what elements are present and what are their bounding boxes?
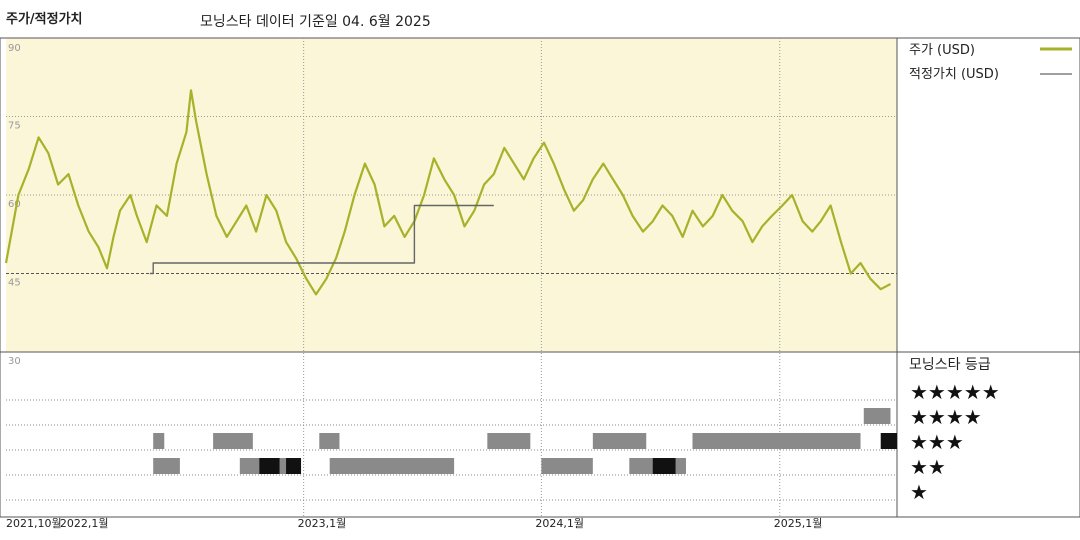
x-tick-label: 2023,1월 (298, 517, 347, 530)
rating-segment (863, 408, 891, 424)
legend-fair-value-label: 적정가치 (USD) (909, 67, 999, 82)
y-tick-label: 30 (8, 356, 21, 367)
rating-segment (692, 433, 861, 449)
legend-star-rating: ★★★★★ (910, 380, 1000, 404)
legend-star-rating: ★★★★ (910, 405, 982, 429)
rating-segment (592, 433, 647, 449)
x-tick-label: 2022,1월 (60, 517, 109, 530)
rating-segment (259, 458, 280, 474)
x-tick-label: 2024,1월 (535, 517, 584, 530)
rating-segment (286, 458, 302, 474)
rating-segment (153, 433, 165, 449)
section-label: 주가/적정가치 (6, 12, 83, 27)
rating-segment (487, 433, 531, 449)
y-tick-label: 75 (8, 121, 21, 132)
y-tick-label: 45 (8, 278, 21, 289)
chart-frame (0, 37, 1080, 518)
rating-segment (319, 433, 340, 449)
y-tick-label: 60 (8, 199, 21, 210)
x-tick-label: 2025,1월 (774, 517, 823, 530)
rating-segment (652, 458, 676, 474)
chart-subtitle: 모닝스타 데이터 기준일 04. 6월 2025 (200, 14, 431, 30)
fair-value-series-line (149, 204, 494, 275)
rating-title: 모닝스타 등급 (909, 357, 991, 373)
legend-price-label: 주가 (USD) (909, 43, 975, 58)
rating-segment (541, 458, 593, 474)
x-tick-label: 2021,10월 (6, 517, 62, 530)
legend-star-rating: ★★ (910, 455, 946, 479)
y-tick-label: 90 (8, 43, 21, 54)
price-series-line (4, 89, 892, 296)
legend-star-rating: ★★★ (910, 430, 964, 454)
rating-segment (213, 433, 253, 449)
legend-star-rating: ★ (910, 480, 928, 504)
rating-segment (880, 433, 897, 449)
rating-segment (329, 458, 455, 474)
rating-segment (153, 458, 180, 474)
plot-background (6, 38, 897, 352)
